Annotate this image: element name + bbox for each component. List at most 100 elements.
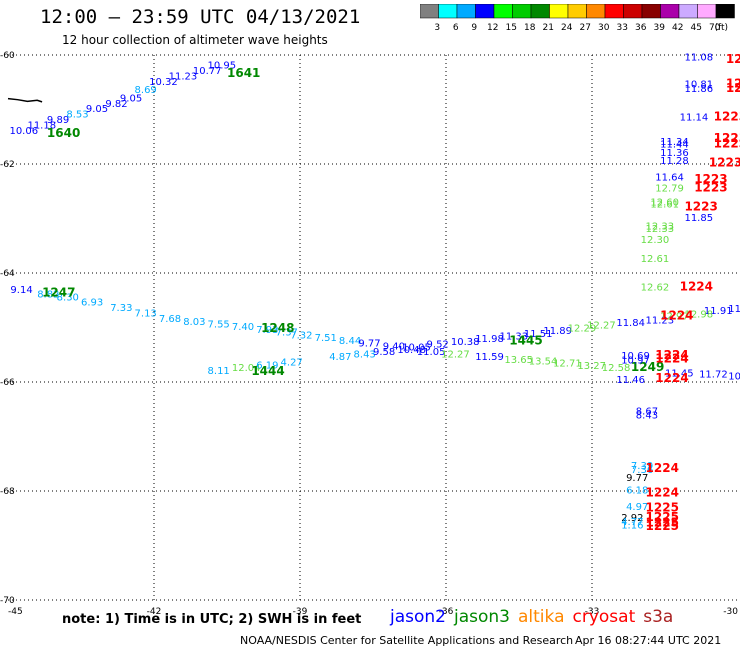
swh-label: 12.58 <box>602 363 631 374</box>
swh-label: 7.13 <box>135 309 157 320</box>
swh-label: 11.05 <box>417 347 446 358</box>
swh-label: 11.34 <box>660 137 689 148</box>
colorbar-label: 27 <box>580 23 591 33</box>
swh-label: 12.71 <box>553 359 582 370</box>
swh-label: 12.29 <box>568 323 597 334</box>
swh-label: 10.32 <box>149 77 178 88</box>
swh-label: 13.54 <box>529 357 558 368</box>
swh-label: 13.27 <box>577 361 606 372</box>
swh-label: 11.36 <box>660 148 689 159</box>
colorbar-label: 33 <box>617 23 628 33</box>
swh-label: 11.44 <box>660 140 689 151</box>
swh-label: 7.36 <box>631 465 653 476</box>
color-swatch <box>420 4 439 19</box>
swh-label: 9.58 <box>373 347 395 358</box>
swh-label: 8.43 <box>354 349 376 360</box>
y-tick-label: -60 <box>0 51 15 61</box>
swh-label: 1.16 <box>621 521 643 532</box>
swh-label: 11.45 <box>665 369 694 380</box>
swh-label: 12.04 <box>232 363 261 374</box>
time-label: 1223 <box>684 199 717 213</box>
satellite-legend: jason2 jason3 altika cryosat s3a <box>390 607 681 627</box>
axis-ticks: -45 -42 -39 -36 -33 -30 -60 -62 -64 -66 -68 -70 <box>0 51 738 617</box>
swh-label: 8.03 <box>183 317 205 328</box>
color-swatch <box>530 4 550 19</box>
grid-lines <box>8 54 738 601</box>
colorbar-label: 45 <box>691 23 702 33</box>
chart-subtitle: 12 hour collection of altimeter wave hei… <box>62 33 328 47</box>
swh-label: 12.61 <box>650 200 679 211</box>
swh-label: 11.84 <box>616 318 645 329</box>
swh-label: 8.67 <box>636 407 658 418</box>
swh-label: 6.19 <box>256 360 278 371</box>
swh-label: 11.98 <box>475 334 504 345</box>
swh-label: 7.33 <box>110 303 132 314</box>
time-label: 1640 <box>47 126 80 140</box>
swh-label: 8.43 <box>636 411 658 422</box>
swh-label: 7.55 <box>208 320 230 331</box>
swh-label: 9.82 <box>105 99 127 110</box>
time-label: 12 <box>726 81 740 95</box>
swh-label: 12.97 <box>660 311 689 322</box>
time-label: 1224 <box>655 348 688 362</box>
swh-label: 4.27 <box>281 358 303 369</box>
data-labels: 10.0611.189.898.539.059.829.058.6910.321… <box>9 52 740 533</box>
swh-label: 9.05 <box>120 93 142 104</box>
time-label: 1248 <box>261 321 294 335</box>
time-label: 1223 <box>709 156 740 170</box>
swh-label: 11.89 <box>543 326 572 337</box>
swh-label: 13.65 <box>504 355 533 366</box>
time-label: 12 <box>726 77 740 91</box>
colorbar-label: 15 <box>506 23 517 33</box>
time-label: 1224 <box>680 279 713 293</box>
y-tick-label: -64 <box>0 269 15 279</box>
colorbar-label: 24 <box>561 23 573 33</box>
swh-label: 10.38 <box>451 337 480 348</box>
time-label: 1247 <box>42 285 75 299</box>
y-tick-label: -66 <box>0 378 15 388</box>
x-tick-label: -36 <box>439 607 454 617</box>
color-swatch <box>493 4 513 19</box>
swh-label: 10.77 <box>193 66 222 77</box>
color-swatch <box>623 4 643 19</box>
color-scale-bar: 3 6 9 12 15 18 21 24 27 30 33 36 39 42 45 70(ft) <box>420 4 735 33</box>
swh-label: 10.95 <box>208 61 237 72</box>
swh-label: 12.30 <box>641 235 670 246</box>
time-label: 1641 <box>227 66 260 80</box>
swh-label: 6.93 <box>81 298 103 309</box>
swh-label: 10.94 <box>728 371 740 382</box>
colorbar-label: 36 <box>635 23 647 33</box>
credit-line: NOAA/NESDIS Center for Satellite Applica… <box>240 634 574 647</box>
swh-label: 8.53 <box>66 110 88 121</box>
color-swatch <box>512 4 532 19</box>
colorbar-label: 9 <box>471 23 477 33</box>
generated-time: Apr 16 08:27:44 UTC 2021 <box>575 634 722 647</box>
colorbar-label: 70 <box>709 23 721 33</box>
time-label: 12 <box>726 52 740 66</box>
swh-label: 11.14 <box>680 112 709 123</box>
swh-label: 11.59 <box>475 352 504 363</box>
legend-cryosat: cryosat <box>572 607 636 627</box>
color-swatch <box>549 4 569 19</box>
swh-label: 10.05 <box>402 342 431 353</box>
legend-jason2: jason2 <box>390 607 446 627</box>
swh-label: 11.23 <box>169 72 198 83</box>
x-tick-label: -45 <box>8 607 23 617</box>
color-swatch <box>567 4 587 19</box>
footer-note: note: 1) Time is in UTC; 2) SWH is in fe… <box>62 612 362 627</box>
time-label: 1224 <box>655 351 688 365</box>
colorbar-label: 30 <box>598 23 610 33</box>
colorbar-label: 18 <box>524 23 536 33</box>
x-tick-label: -30 <box>723 607 738 617</box>
swh-label: 11.72 <box>699 370 728 381</box>
colorbar-label: (ft) <box>714 23 728 33</box>
swh-label: 8.82 <box>37 290 59 301</box>
swh-label: 10.81 <box>684 80 713 91</box>
time-label: 1223 <box>714 109 740 123</box>
swh-label: 12.27 <box>587 321 616 332</box>
color-swatch <box>697 4 717 19</box>
swh-label: 7.93 <box>256 325 278 336</box>
time-label: 1223 <box>714 137 740 151</box>
swh-label: 7.51 <box>315 333 337 344</box>
